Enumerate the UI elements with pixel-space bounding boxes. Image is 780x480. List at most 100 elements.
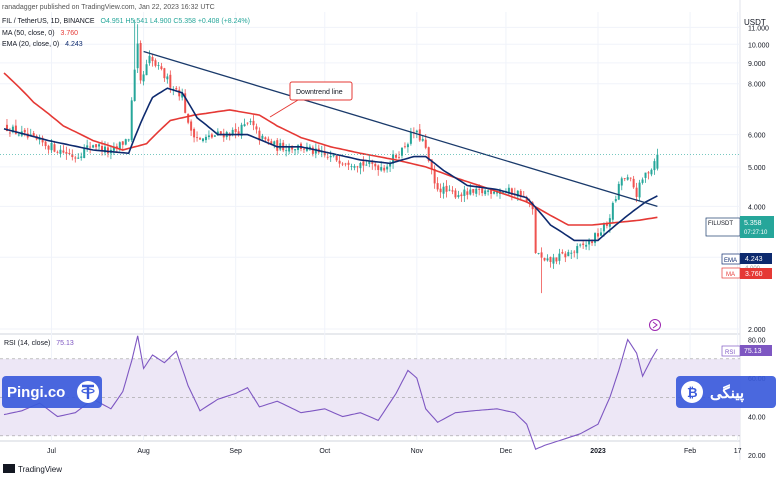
- candle-body: [597, 233, 599, 237]
- candle-body: [62, 150, 65, 153]
- ema-tag-value: 4.243: [745, 256, 763, 263]
- ma-legend[interactable]: MA (50, close, 0) 3.760: [2, 30, 78, 37]
- price-tick-label: 2.000: [748, 327, 766, 334]
- candle-body: [11, 126, 14, 133]
- candle-body: [466, 191, 469, 195]
- candle-body: [555, 257, 558, 262]
- candle-body: [439, 188, 442, 193]
- pingi-badge-left: [2, 376, 102, 408]
- ma-tag-label: MA: [726, 272, 735, 278]
- candle-body: [430, 159, 433, 170]
- candle-body: [136, 43, 139, 69]
- pingi-text-right: پینگی: [710, 384, 744, 403]
- candle-body: [585, 244, 588, 247]
- candle-body: [44, 141, 47, 147]
- candle-body: [403, 146, 406, 148]
- candle-body: [222, 133, 225, 138]
- candle-body: [32, 133, 35, 137]
- ema-tag-box: [740, 253, 772, 264]
- rsi-tag: RSI 75.13: [721, 345, 772, 357]
- candle-body: [118, 142, 121, 150]
- rsi-line: [3, 335, 658, 450]
- candle-body: [451, 190, 454, 192]
- candle-body: [80, 156, 83, 158]
- candle-body: [115, 146, 118, 148]
- candle-body: [445, 185, 448, 192]
- candle-body: [332, 155, 335, 157]
- candle-body: [288, 147, 291, 152]
- candle-body: [427, 147, 430, 161]
- candle-body: [448, 189, 451, 191]
- candle-body: [83, 148, 86, 159]
- candle-body: [415, 130, 418, 133]
- candle-body: [47, 145, 50, 150]
- candle-body: [166, 76, 169, 80]
- candle-body: [124, 139, 127, 145]
- candle-body: [614, 199, 617, 202]
- candle-body: [605, 223, 608, 226]
- candle-body: [204, 136, 207, 141]
- candle-body: [112, 147, 115, 151]
- candle-body: [629, 177, 632, 179]
- ma-legend-label: MA (50, close, 0): [2, 30, 55, 37]
- candle-body: [406, 144, 409, 148]
- candle-body: [169, 74, 172, 88]
- candle-body: [17, 134, 20, 136]
- candle-body: [175, 87, 178, 90]
- candle-body: [41, 137, 44, 143]
- candle-body: [463, 189, 466, 196]
- candle-body: [14, 125, 17, 134]
- candle-body: [216, 131, 219, 136]
- candle-body: [139, 43, 142, 81]
- candle-body: [270, 141, 273, 145]
- candle-body: [546, 258, 549, 261]
- tradingview-icon: [3, 464, 15, 473]
- tradingview-logo[interactable]: TradingView: [3, 464, 62, 474]
- alert-clock-icon[interactable]: [649, 319, 661, 331]
- rsi-tick-label: 40.00: [748, 415, 766, 422]
- candle-body: [243, 124, 246, 127]
- ma-legend-value: 3.760: [60, 30, 78, 37]
- candle-body: [377, 165, 380, 170]
- candle-body: [285, 150, 288, 152]
- pingi-logo-left: Pingi.co: [2, 376, 102, 408]
- candle-body: [249, 121, 252, 123]
- candle-body: [374, 163, 377, 167]
- price-tick-label: 8.000: [748, 82, 766, 89]
- rsi-tick-label: 20.00: [748, 453, 766, 460]
- candle-body: [510, 188, 513, 195]
- candle-body: [341, 163, 344, 165]
- candle-body: [353, 166, 356, 168]
- candle-body: [130, 100, 133, 141]
- candle-body: [579, 244, 582, 246]
- price-tag: FILUSDT 5.358 07:27:10: [705, 216, 774, 238]
- candle-body: [8, 132, 11, 134]
- symbol-tag: FILUSDT: [708, 221, 733, 227]
- candle-body: [181, 93, 184, 98]
- candle-body: [145, 64, 148, 76]
- candle-body: [570, 252, 573, 254]
- candle-body: [261, 135, 264, 139]
- rsi-legend[interactable]: RSI (14, close) 75.13: [4, 340, 74, 347]
- ema-legend-label: EMA (20, close, 0): [2, 41, 59, 48]
- candle-body: [98, 144, 101, 147]
- ohlc-values: O4.951 H5.541 L4.900 C5.358 +0.408 (+8.2…: [101, 18, 250, 25]
- ema-legend[interactable]: EMA (20, close, 0) 4.243: [2, 41, 83, 48]
- candle-body: [383, 167, 386, 171]
- candle-body: [543, 257, 546, 261]
- candle-body: [552, 257, 555, 264]
- candle-body: [267, 138, 270, 142]
- candle-body: [264, 137, 267, 140]
- candle-body: [433, 169, 436, 184]
- candle-body: [599, 232, 602, 236]
- candle-body: [487, 190, 490, 192]
- time-tick-label: Dec: [500, 448, 513, 455]
- candle-body: [481, 188, 484, 194]
- candle-body: [5, 124, 8, 132]
- candle-body: [68, 152, 71, 154]
- annotation-box[interactable]: [289, 81, 353, 101]
- symbol-line[interactable]: FIL / TetherUS, 1D, BINANCE O4.951 H5.54…: [2, 18, 250, 25]
- candle-body: [602, 224, 605, 232]
- ema20-line: [3, 87, 658, 242]
